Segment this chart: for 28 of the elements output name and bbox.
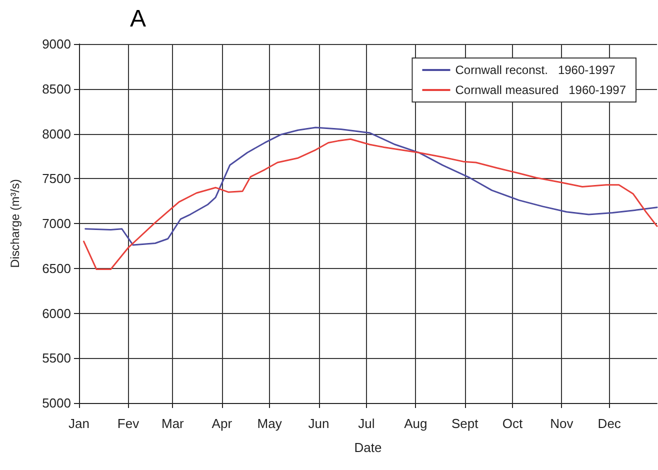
x-tick-label: Dec bbox=[598, 416, 622, 431]
y-tick-label: 7500 bbox=[42, 171, 71, 186]
line-series bbox=[84, 126, 658, 246]
y-tick-label: 7000 bbox=[42, 216, 71, 231]
x-tick-label: Sept bbox=[451, 416, 479, 431]
x-tick-label: Mar bbox=[161, 416, 185, 431]
legend-label: Cornwall measured 1960-1997 bbox=[455, 83, 626, 97]
legend-label: Cornwall reconst. 1960-1997 bbox=[455, 63, 616, 77]
line-series bbox=[83, 138, 658, 270]
y-tick-label: 5000 bbox=[42, 396, 71, 410]
y-tick-label: 9000 bbox=[42, 36, 71, 52]
y-axis-title: Discharge (m³/s) bbox=[8, 179, 22, 268]
x-tick-label: Fev bbox=[117, 416, 140, 431]
x-tick-label: Aug bbox=[404, 416, 428, 431]
y-tick-label: 8500 bbox=[42, 81, 71, 96]
x-tick-label: Oct bbox=[502, 416, 523, 431]
y-tick-label: 5500 bbox=[42, 350, 71, 366]
y-tick-label: 6500 bbox=[42, 260, 71, 276]
x-axis-title: Date bbox=[354, 440, 382, 455]
x-tick-label: Jul bbox=[358, 416, 375, 431]
x-tick-label: Jun bbox=[308, 416, 330, 431]
x-tick-label: Nov bbox=[550, 416, 574, 431]
chart-title: A bbox=[130, 6, 146, 32]
y-tick-label: 8000 bbox=[42, 126, 71, 142]
y-tick-label: 6000 bbox=[42, 306, 71, 321]
x-tick-label: May bbox=[257, 416, 282, 431]
x-tick-label: Apr bbox=[212, 416, 233, 431]
x-tick-label: Jan bbox=[68, 416, 90, 431]
